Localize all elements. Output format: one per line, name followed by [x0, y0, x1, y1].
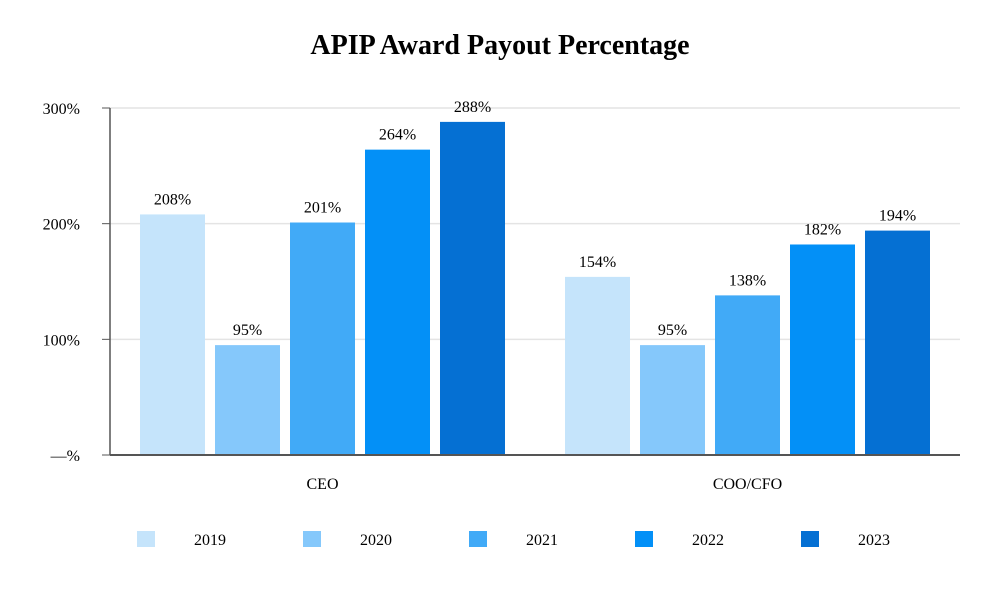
legend-swatch-2020 — [303, 531, 321, 547]
y-tick-label: 200% — [43, 217, 80, 234]
data-label: 194% — [879, 208, 916, 225]
bar-ceo-2022 — [365, 149, 430, 455]
legend-swatch-2021 — [469, 531, 487, 547]
legend-label: 2020 — [360, 532, 392, 549]
bar-coo-cfo-2019 — [565, 276, 630, 455]
legend-label: 2019 — [194, 532, 226, 549]
x-category-label: CEO — [307, 476, 339, 493]
data-label: 201% — [304, 200, 341, 217]
data-label: 288% — [454, 99, 491, 116]
data-label: 154% — [579, 254, 616, 271]
legend-swatch-2019 — [137, 531, 155, 547]
data-label: 95% — [233, 322, 262, 339]
bar-ceo-2020 — [215, 345, 280, 455]
bar-coo-cfo-2023 — [865, 230, 930, 455]
bar-ceo-2019 — [140, 214, 205, 455]
bar-ceo-2021 — [290, 222, 355, 455]
y-tick-label: 100% — [43, 332, 80, 349]
bar-coo-cfo-2020 — [640, 345, 705, 455]
legend-label: 2021 — [526, 532, 558, 549]
legend-label: 2023 — [858, 532, 890, 549]
bar-ceo-2023 — [440, 121, 505, 455]
data-label: 208% — [154, 191, 191, 208]
bar-coo-cfo-2022 — [790, 244, 855, 455]
bar-coo-cfo-2021 — [715, 295, 780, 455]
data-label: 95% — [658, 322, 687, 339]
y-tick-label: —% — [50, 448, 80, 465]
legend-swatch-2023 — [801, 531, 819, 547]
data-label: 138% — [729, 272, 766, 289]
legend-label: 2022 — [692, 532, 724, 549]
y-tick-label: 300% — [43, 101, 80, 118]
data-label: 182% — [804, 221, 841, 238]
data-label: 264% — [379, 127, 416, 144]
legend-swatch-2022 — [635, 531, 653, 547]
chart-title: APIP Award Payout Percentage — [310, 30, 690, 61]
x-category-label: COO/CFO — [713, 476, 782, 493]
